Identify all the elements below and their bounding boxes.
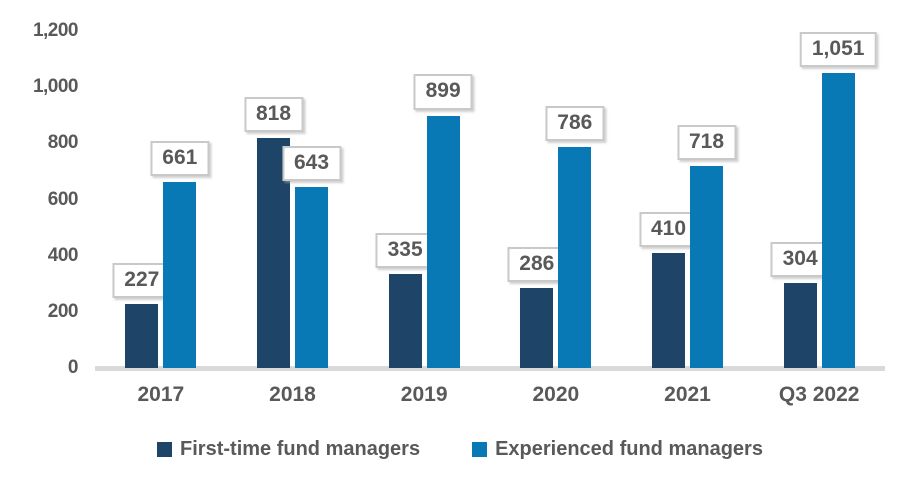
y-tick-label: 200 — [47, 300, 79, 322]
y-tick-label: 0 — [67, 357, 79, 378]
data-label-first-time-q3-2022: 304 — [770, 241, 830, 277]
data-label-experienced-2018: 643 — [281, 146, 342, 182]
y-tick-label: 1,200 — [32, 20, 79, 41]
bar-experienced-2019 — [426, 115, 460, 368]
data-label-experienced-2017: 661 — [150, 141, 210, 177]
data-label-experienced-q3-2022: 1,051 — [799, 31, 877, 67]
legend-swatch-experienced — [472, 442, 488, 457]
x-tick-label-2017: 2017 — [137, 383, 185, 406]
legend-item-experienced: Experienced fund managers — [472, 438, 763, 461]
data-label-experienced-2020: 786 — [545, 106, 605, 142]
data-label-first-time-2020: 286 — [507, 246, 567, 282]
legend-swatch-first-time — [157, 442, 173, 457]
x-tick-label-q3-2022: Q3 2022 — [778, 383, 860, 406]
bar-first-time-2019 — [388, 273, 422, 368]
y-tick-label: 1,000 — [32, 76, 79, 98]
bar-experienced-2017 — [163, 182, 197, 368]
data-label-experienced-2019: 899 — [413, 74, 473, 110]
legend-label-first-time: First-time fund managers — [180, 438, 421, 460]
x-tick-label-2020: 2020 — [532, 383, 580, 406]
y-tick-label: 800 — [47, 132, 79, 154]
y-tick-label: 400 — [47, 244, 79, 266]
data-label-first-time-2018: 818 — [243, 97, 304, 133]
data-label-first-time-2019: 335 — [375, 232, 435, 268]
bar-first-time-2020 — [520, 287, 554, 368]
bar-experienced-2018 — [295, 187, 328, 368]
data-label-first-time-2017: 227 — [112, 263, 172, 299]
x-tick-label-2021: 2021 — [664, 383, 711, 406]
bar-first-time-2017 — [125, 304, 159, 368]
bar-experienced-q3-2022 — [821, 72, 855, 368]
bar-first-time-q3-2022 — [783, 282, 817, 368]
bar-first-time-2021 — [652, 252, 685, 368]
x-axis-baseline — [95, 366, 885, 371]
bar-experienced-2020 — [558, 147, 592, 368]
y-tick-label: 600 — [47, 188, 79, 210]
bar-experienced-2021 — [690, 166, 723, 368]
x-tick-label-2019: 2019 — [400, 383, 448, 406]
x-tick-label-2018: 2018 — [269, 383, 316, 406]
legend-item-first-time: First-time fund managers — [157, 438, 420, 461]
data-label-experienced-2021: 718 — [676, 125, 737, 161]
legend: First-time fund managers Experienced fun… — [0, 438, 920, 461]
legend-label-experienced: Experienced fund managers — [495, 438, 763, 460]
